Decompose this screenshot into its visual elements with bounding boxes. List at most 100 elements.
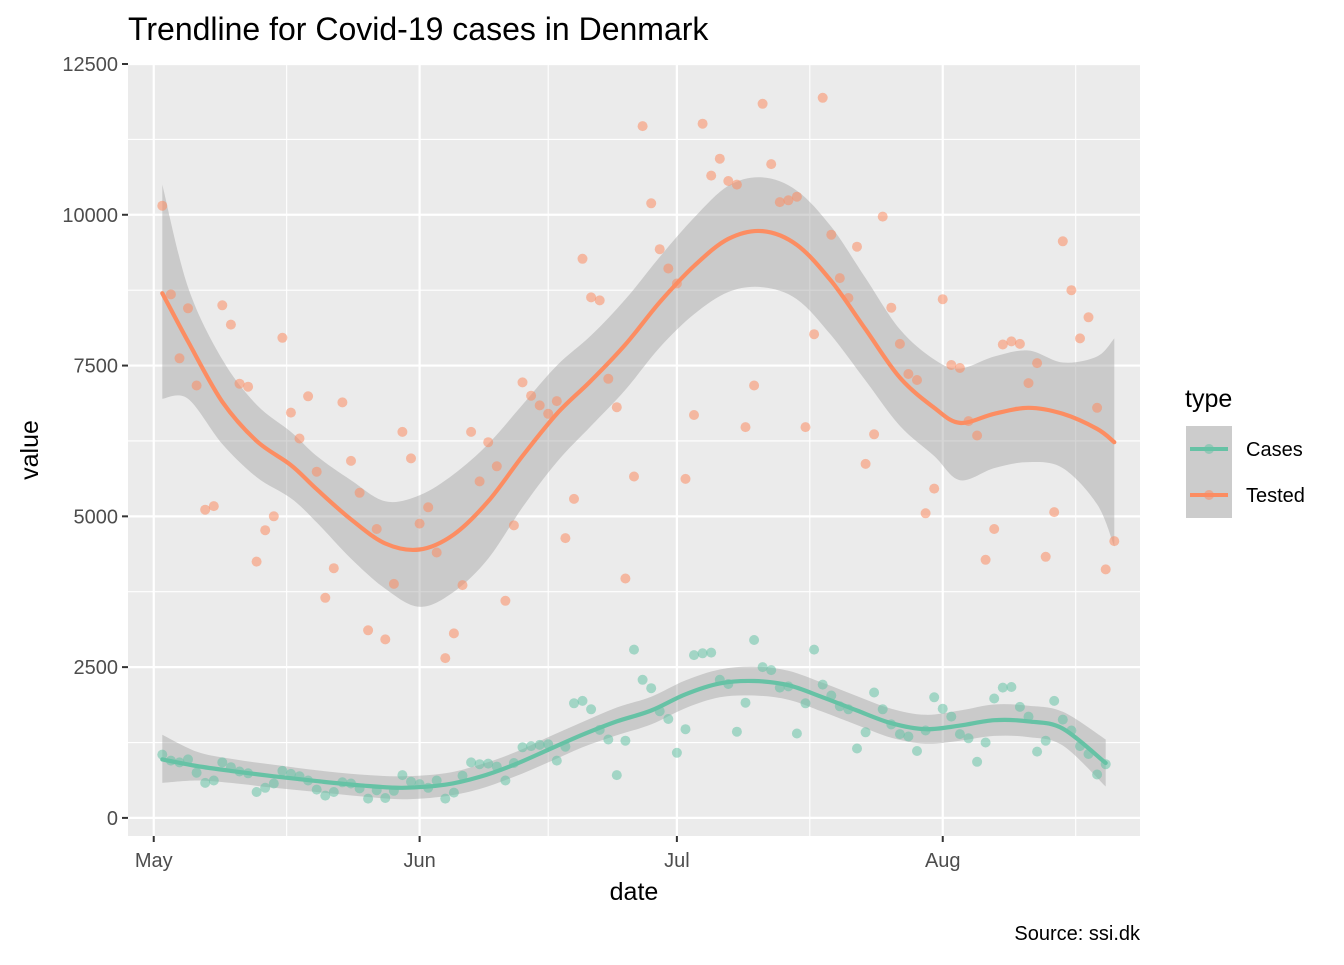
point-tested: [508, 520, 519, 531]
point-tested: [586, 292, 597, 303]
point-tested: [200, 504, 211, 515]
grid-major: [128, 62, 1140, 836]
point-cases: [328, 787, 339, 797]
point-tested: [972, 430, 983, 441]
point-tested: [380, 634, 391, 645]
point-tested: [997, 339, 1008, 350]
point-tested: [629, 471, 639, 482]
point-cases: [448, 787, 459, 798]
point-cases: [937, 703, 948, 714]
chart-title: Trendline for Covid-19 cases in Denmark: [128, 11, 709, 47]
point-tested: [225, 319, 236, 330]
confidence-bands: [162, 177, 1115, 800]
point-cases: [980, 737, 991, 748]
point-tested: [500, 595, 511, 606]
point-cases: [1092, 769, 1103, 780]
point-cases: [912, 746, 922, 756]
point-cases: [860, 727, 871, 738]
point-tested: [817, 92, 828, 103]
ci-band-tested: [162, 177, 1115, 607]
point-tested: [620, 573, 631, 584]
point-tested: [603, 373, 614, 384]
point-cases: [1014, 701, 1025, 712]
point-cases: [766, 665, 777, 676]
point-tested: [543, 408, 554, 419]
point-cases: [671, 747, 682, 758]
chart-caption: Source: ssi.dk: [1014, 923, 1141, 945]
point-cases: [260, 782, 271, 793]
data-points: [157, 92, 1120, 804]
point-tested: [731, 179, 742, 190]
point-tested: [208, 501, 219, 512]
ci-band-cases: [162, 666, 1106, 800]
point-tested: [260, 525, 271, 536]
point-tested: [234, 378, 245, 389]
point-tested: [526, 390, 537, 401]
point-tested: [1092, 402, 1103, 413]
point-tested: [774, 197, 785, 208]
legend-title: type: [1185, 385, 1232, 413]
point-tested: [886, 302, 897, 313]
point-cases: [800, 698, 811, 709]
point-tested: [800, 422, 811, 433]
legend: type Cases Tested: [1185, 385, 1305, 518]
point-tested: [654, 244, 665, 255]
point-cases: [457, 770, 468, 781]
point-tested: [491, 461, 502, 472]
point-tested: [1023, 378, 1034, 389]
y-tick-label: 0: [107, 808, 118, 830]
point-cases: [894, 729, 905, 740]
point-tested: [448, 628, 459, 639]
point-tested: [852, 241, 862, 252]
point-cases: [577, 695, 588, 706]
point-tested: [174, 353, 185, 364]
point-tested: [157, 200, 168, 211]
point-tested: [1083, 312, 1094, 323]
point-tested: [646, 198, 657, 209]
point-tested: [1032, 358, 1043, 369]
y-tick-label: 12500: [62, 54, 118, 76]
point-cases: [706, 647, 717, 658]
point-tested: [954, 363, 965, 373]
point-cases: [277, 765, 288, 776]
point-tested: [337, 397, 348, 408]
point-tested: [346, 455, 356, 466]
point-tested: [354, 487, 365, 498]
point-tested: [165, 289, 176, 300]
point-cases: [431, 775, 442, 786]
point-cases: [440, 793, 451, 804]
x-axis-title: date: [610, 878, 659, 906]
point-tested: [423, 502, 434, 513]
point-cases: [517, 742, 528, 753]
point-cases: [500, 775, 511, 786]
point-tested: [551, 396, 562, 407]
point-cases: [954, 729, 965, 740]
trend-lines: [160, 228, 1117, 790]
point-cases: [603, 734, 614, 745]
y-axis: 0 2500 5000 7500 10000 12500: [62, 54, 128, 830]
point-cases: [526, 741, 537, 752]
point-tested: [1057, 236, 1068, 247]
x-tick-label: May: [135, 850, 173, 872]
grid-minor: [128, 64, 1140, 836]
point-tested: [766, 159, 777, 170]
point-tested: [749, 380, 760, 391]
point-tested: [560, 533, 571, 544]
point-tested: [457, 580, 468, 591]
point-tested: [637, 121, 648, 132]
point-tested: [1014, 338, 1025, 349]
point-cases: [809, 644, 820, 655]
point-cases: [817, 679, 828, 690]
point-cases: [740, 697, 751, 708]
point-cases: [697, 648, 708, 659]
point-tested: [406, 453, 416, 464]
point-cases: [397, 770, 408, 781]
point-tested: [1075, 333, 1085, 344]
point-tested: [912, 375, 922, 385]
point-tested: [740, 422, 751, 433]
point-cases: [869, 687, 880, 698]
point-tested: [303, 391, 314, 402]
point-cases: [620, 735, 631, 746]
point-tested: [714, 153, 725, 164]
point-tested: [894, 338, 905, 349]
